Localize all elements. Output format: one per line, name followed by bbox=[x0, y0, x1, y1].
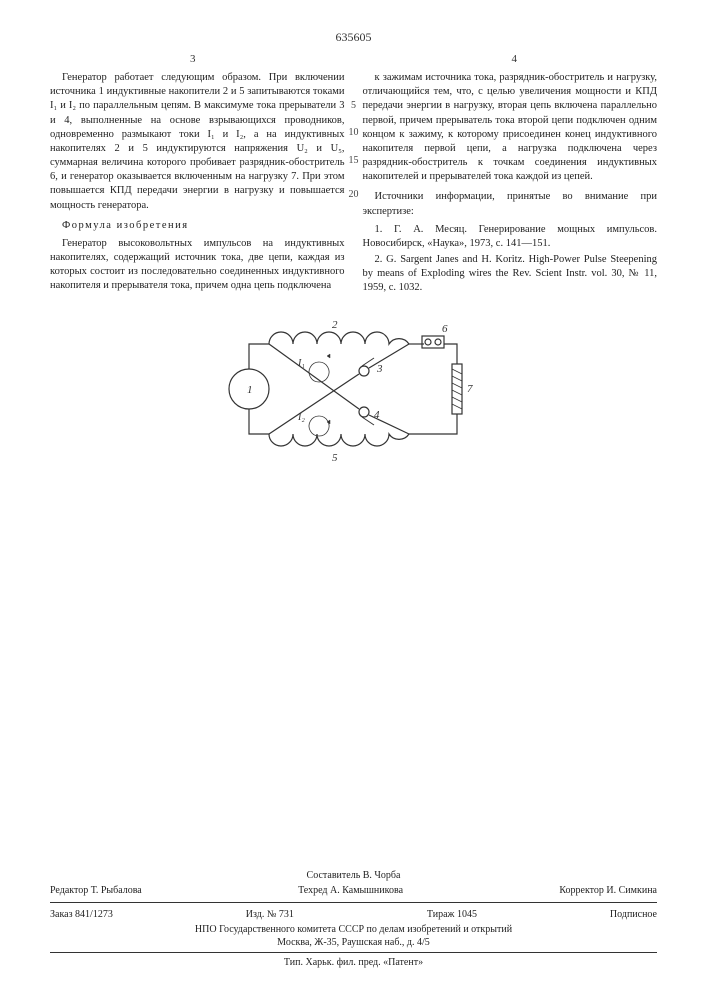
references-title: Источники информации, принятые во вниман… bbox=[363, 190, 658, 218]
reference-item: 2. G. Sargent Janes and H. Koritz. High-… bbox=[363, 253, 658, 296]
org-address: Москва, Ж-35, Раушская наб., д. 4/5 bbox=[50, 937, 657, 948]
tech-editor-name: Техред А. Камышникова bbox=[298, 885, 403, 896]
line-marker: 15 bbox=[349, 154, 359, 168]
node-label: 1 bbox=[247, 384, 253, 396]
spark-gap-terminal bbox=[425, 339, 431, 345]
footer: Составитель В. Чорба Редактор Т. Рыбалов… bbox=[50, 868, 657, 970]
paragraph: Генератор работает следующим образом. Пр… bbox=[50, 71, 345, 213]
inductor-top bbox=[269, 332, 409, 344]
subscription: Подписное bbox=[610, 909, 657, 920]
left-column: Генератор работает следующим образом. Пр… bbox=[50, 71, 345, 298]
page-number-right: 4 bbox=[512, 53, 518, 65]
text-columns: 5 10 15 20 Генератор работает следующим … bbox=[50, 71, 657, 298]
line-marker: 10 bbox=[349, 126, 359, 140]
node-label: 4 bbox=[374, 409, 380, 421]
line-marker: 20 bbox=[349, 188, 359, 202]
switch-node bbox=[359, 407, 369, 417]
line-marker: 5 bbox=[351, 99, 356, 113]
editor-name: Редактор Т. Рыбалова bbox=[50, 885, 142, 896]
node-label: 5 bbox=[332, 452, 338, 464]
section-title: Формула изобретения bbox=[50, 219, 345, 233]
paragraph: Генератор высоковольтных импульсов на ин… bbox=[50, 237, 345, 294]
circulation: Тираж 1045 bbox=[427, 909, 477, 920]
edition-number: Изд. № 731 bbox=[246, 909, 294, 920]
node-label: 6 bbox=[442, 323, 448, 335]
current-label: I₂ bbox=[297, 412, 305, 423]
composer-line: Составитель В. Чорба bbox=[50, 870, 657, 881]
org-line: НПО Государственного комитета СССР по де… bbox=[50, 924, 657, 935]
spark-gap-terminal bbox=[435, 339, 441, 345]
right-column: к зажимам источника тока, разрядник-обос… bbox=[363, 71, 658, 298]
printer-line: Тип. Харьк. фил. пред. «Патент» bbox=[50, 957, 657, 968]
circuit-diagram: 1 2 3 4 5 6 7 I₁ I₂ bbox=[214, 314, 494, 464]
current-label: I₁ bbox=[297, 358, 305, 369]
page-number-left: 3 bbox=[190, 53, 196, 65]
reference-item: 1. Г. А. Месяц. Генерирование мощных имп… bbox=[363, 223, 658, 251]
document-number: 635605 bbox=[50, 30, 657, 45]
node-label: 3 bbox=[376, 363, 383, 375]
switch-node bbox=[359, 366, 369, 376]
inductor-bottom bbox=[269, 434, 409, 446]
node-label: 7 bbox=[467, 383, 473, 395]
corrector-name: Корректор И. Симкина bbox=[559, 885, 657, 896]
order-number: Заказ 841/1273 bbox=[50, 909, 113, 920]
paragraph: к зажимам источника тока, разрядник-обос… bbox=[363, 71, 658, 184]
node-label: 2 bbox=[332, 319, 338, 331]
